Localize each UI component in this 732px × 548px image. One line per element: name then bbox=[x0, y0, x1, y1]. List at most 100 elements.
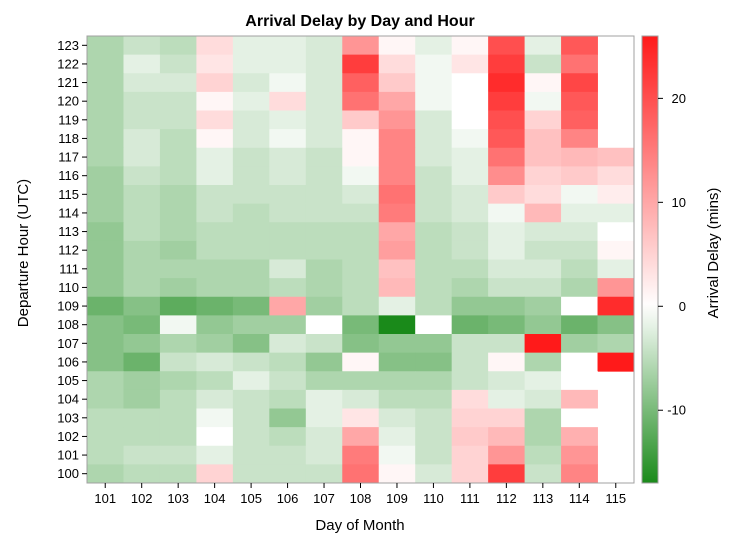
heatmap-cell bbox=[597, 352, 635, 372]
heatmap-cell bbox=[524, 389, 562, 409]
heatmap-cell bbox=[123, 296, 161, 316]
heatmap-cell bbox=[159, 352, 197, 372]
heatmap-cell bbox=[305, 427, 343, 447]
heatmap-cell bbox=[159, 315, 197, 335]
heatmap-cell bbox=[342, 185, 380, 205]
heatmap-cell bbox=[488, 73, 525, 93]
heatmap-cell bbox=[561, 315, 598, 335]
heatmap-cell bbox=[305, 166, 343, 186]
heatmap-cell bbox=[87, 166, 124, 186]
heatmap-cell bbox=[378, 427, 416, 447]
heatmap-cell bbox=[451, 334, 489, 354]
heatmap-cell bbox=[488, 147, 525, 167]
heatmap-cell bbox=[232, 240, 270, 260]
heatmap-cell bbox=[269, 278, 307, 298]
heatmap-cell bbox=[123, 259, 161, 279]
heatmap-cell bbox=[342, 222, 380, 242]
heatmap-cell bbox=[561, 389, 598, 409]
heatmap-cell bbox=[87, 240, 124, 260]
heatmap-cell bbox=[488, 408, 525, 428]
heatmap-cell bbox=[378, 408, 416, 428]
heatmap-cell bbox=[232, 427, 270, 447]
heatmap-cell bbox=[196, 278, 234, 298]
heatmap-cell bbox=[269, 222, 307, 242]
heatmap-cell bbox=[561, 240, 598, 260]
heatmap-cell bbox=[342, 73, 380, 93]
heatmap-cell bbox=[196, 240, 234, 260]
y-tick-label: 112 bbox=[58, 243, 79, 258]
heatmap-cell bbox=[451, 36, 489, 56]
y-tick-label: 100 bbox=[57, 466, 79, 481]
heatmap-cell bbox=[488, 222, 525, 242]
heatmap-cell bbox=[451, 203, 489, 223]
heatmap-cell bbox=[524, 166, 562, 186]
heatmap-cell bbox=[232, 147, 270, 167]
heatmap-cell bbox=[488, 166, 525, 186]
heatmap-cell bbox=[488, 315, 525, 335]
colorbar-label: Arrival Delay (mins) bbox=[705, 188, 722, 319]
heatmap-cell bbox=[232, 203, 270, 223]
heatmap-cell bbox=[342, 445, 380, 465]
y-tick-label: 102 bbox=[57, 429, 79, 444]
heatmap-cell bbox=[87, 222, 124, 242]
heatmap-cell bbox=[232, 110, 270, 130]
heatmap-cell bbox=[524, 129, 562, 149]
y-tick-label: 107 bbox=[57, 336, 79, 351]
heatmap-cell bbox=[524, 147, 562, 167]
heatmap-cell bbox=[87, 110, 124, 130]
heatmap-cell bbox=[561, 427, 598, 447]
heatmap-cell bbox=[488, 389, 525, 409]
heatmap-cell bbox=[305, 240, 343, 260]
heatmap-cell bbox=[342, 371, 380, 391]
heatmap-cell bbox=[123, 352, 161, 372]
heatmap-cell bbox=[269, 73, 307, 93]
heatmap-cell bbox=[451, 259, 489, 279]
y-tick-label: 113 bbox=[58, 224, 79, 239]
heatmap-cell bbox=[597, 315, 635, 335]
heatmap-cell bbox=[524, 315, 562, 335]
heatmap-cell bbox=[232, 464, 270, 484]
heatmap-cell bbox=[561, 352, 598, 372]
heatmap-cell bbox=[232, 222, 270, 242]
heatmap-cell bbox=[415, 110, 453, 130]
heatmap-cells bbox=[87, 36, 635, 484]
heatmap-cell bbox=[87, 352, 124, 372]
heatmap-cell bbox=[415, 427, 453, 447]
heatmap-cell bbox=[269, 334, 307, 354]
heatmap-cell bbox=[488, 240, 525, 260]
heatmap-cell bbox=[561, 259, 598, 279]
heatmap-cell bbox=[305, 334, 343, 354]
heatmap-cell bbox=[87, 91, 124, 111]
heatmap-cell bbox=[524, 203, 562, 223]
heatmap-cell bbox=[123, 222, 161, 242]
heatmap-cell bbox=[415, 278, 453, 298]
y-axis-ticks: 123 122 121 120 119 118 117 116 115 114 113 112 111 1… bbox=[57, 38, 87, 481]
x-tick-label: 105 bbox=[240, 491, 262, 506]
heatmap-cell bbox=[488, 427, 525, 447]
heatmap-cell bbox=[305, 278, 343, 298]
heatmap-cell bbox=[269, 110, 307, 130]
heatmap-cell bbox=[561, 222, 598, 242]
heatmap-cell bbox=[196, 110, 234, 130]
heatmap-cell bbox=[232, 334, 270, 354]
heatmap-cell bbox=[524, 296, 562, 316]
heatmap-cell bbox=[378, 296, 416, 316]
heatmap-cell bbox=[269, 427, 307, 447]
heatmap-cell bbox=[159, 222, 197, 242]
heatmap-cell bbox=[305, 54, 343, 74]
heatmap-cell bbox=[342, 427, 380, 447]
heatmap-cell bbox=[415, 464, 453, 484]
y-tick-label: 115 bbox=[58, 187, 79, 202]
heatmap-cell bbox=[451, 371, 489, 391]
heatmap-cell bbox=[87, 389, 124, 409]
heatmap-cell bbox=[232, 408, 270, 428]
heatmap-cell bbox=[342, 36, 380, 56]
x-tick-label: 102 bbox=[131, 491, 153, 506]
x-axis-ticks: 101 102 103 104 105 106 107 108 109 110 111 112 113 1… bbox=[94, 483, 626, 506]
heatmap-cell bbox=[524, 185, 562, 205]
heatmap-cell bbox=[488, 464, 525, 484]
y-tick-label: 101 bbox=[57, 448, 79, 463]
heatmap-cell bbox=[123, 129, 161, 149]
heatmap-cell bbox=[87, 427, 124, 447]
heatmap-cell bbox=[305, 259, 343, 279]
